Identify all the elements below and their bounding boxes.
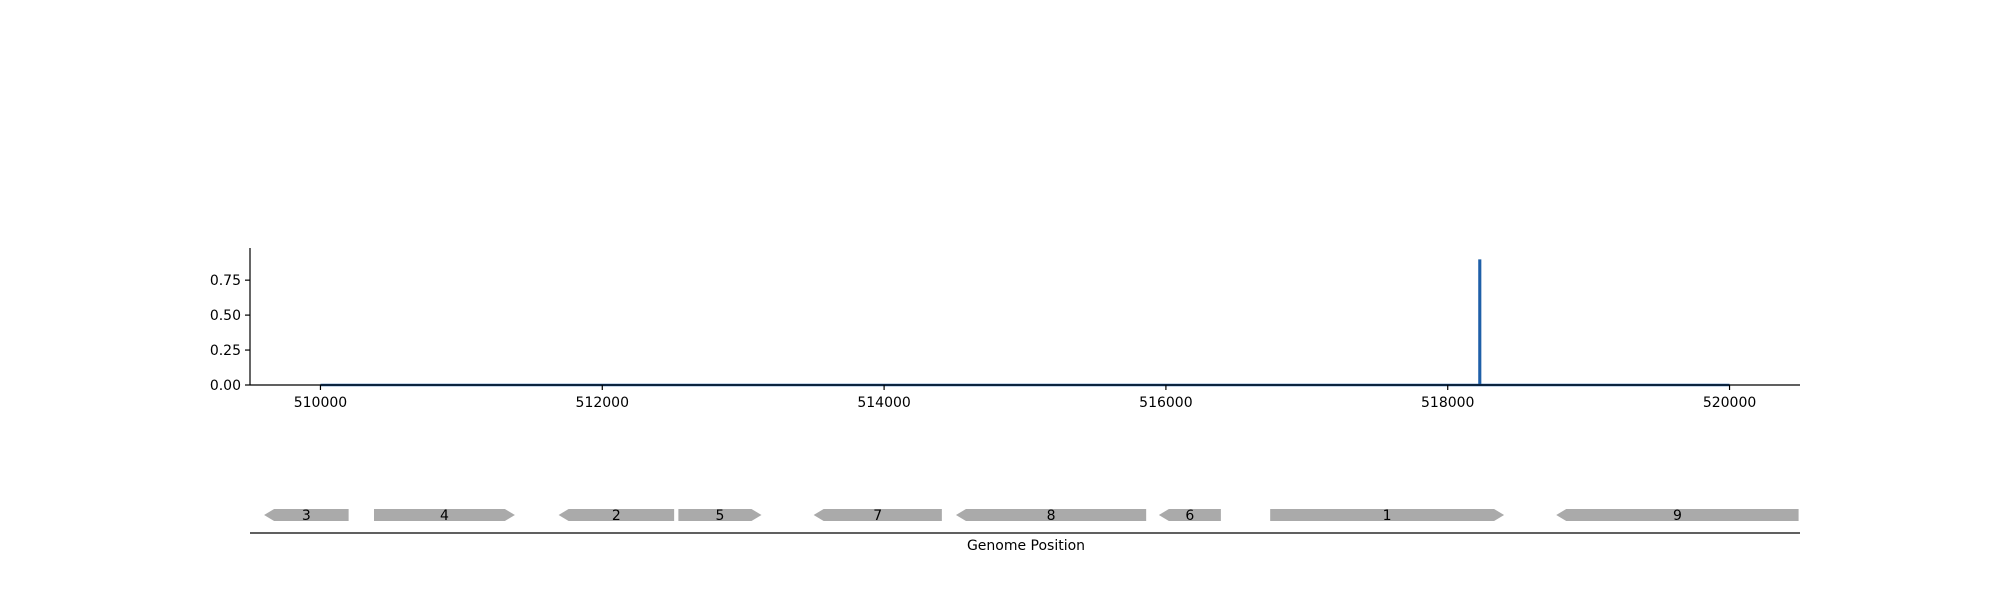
signal-x-ticks: 510000 512000 514000 516000 518000 520000 [294,385,1756,411]
gene-label-4: 4 [440,508,449,524]
x-tick-label: 510000 [294,395,347,411]
x-tick-label: 518000 [1421,395,1474,411]
signal-series-group [320,259,1730,387]
gene-label-7: 7 [873,508,882,524]
gene-arrow-2 [558,509,675,521]
signal-panel: 510000 512000 514000 516000 518000 520000 0.0… [210,248,1800,411]
series-line-signal [320,259,1730,387]
gene-label-1: 1 [1383,508,1392,524]
gene-arrow-9 [1556,509,1799,521]
gene-arrow-7 [813,509,942,521]
y-tick-label: 0.75 [210,273,241,289]
gene-arrow-4 [374,509,515,521]
gene-label-9: 9 [1673,508,1682,524]
gene-arrow-5 [678,509,762,521]
x-tick-label: 516000 [1139,395,1192,411]
gene-arrow-8 [955,509,1147,521]
y-tick-label: 0.50 [210,308,241,324]
gene-label-3: 3 [302,508,311,524]
y-tick-label: 0.00 [210,378,241,394]
gene-label-2: 2 [612,508,621,524]
gene-label-5: 5 [715,508,724,524]
gene-arrow-6 [1158,509,1221,521]
gene-arrow-3 [264,509,349,521]
y-tick-label: 0.25 [210,343,241,359]
gene-track-panel: 3 4 2 5 7 8 6 1 9 Genome Position [250,508,1800,554]
x-tick-label: 520000 [1703,395,1756,411]
signal-y-ticks: 0.00 0.25 0.50 0.75 [210,273,250,394]
gene-arrow-1 [1270,509,1505,521]
x-tick-label: 512000 [576,395,629,411]
gene-track-xlabel: Genome Position [967,538,1085,554]
gene-label-8: 8 [1047,508,1056,524]
gene-shapes-group: 3 4 2 5 7 8 6 1 9 [264,508,1799,524]
gene-label-6: 6 [1185,508,1194,524]
x-tick-label: 514000 [857,395,910,411]
